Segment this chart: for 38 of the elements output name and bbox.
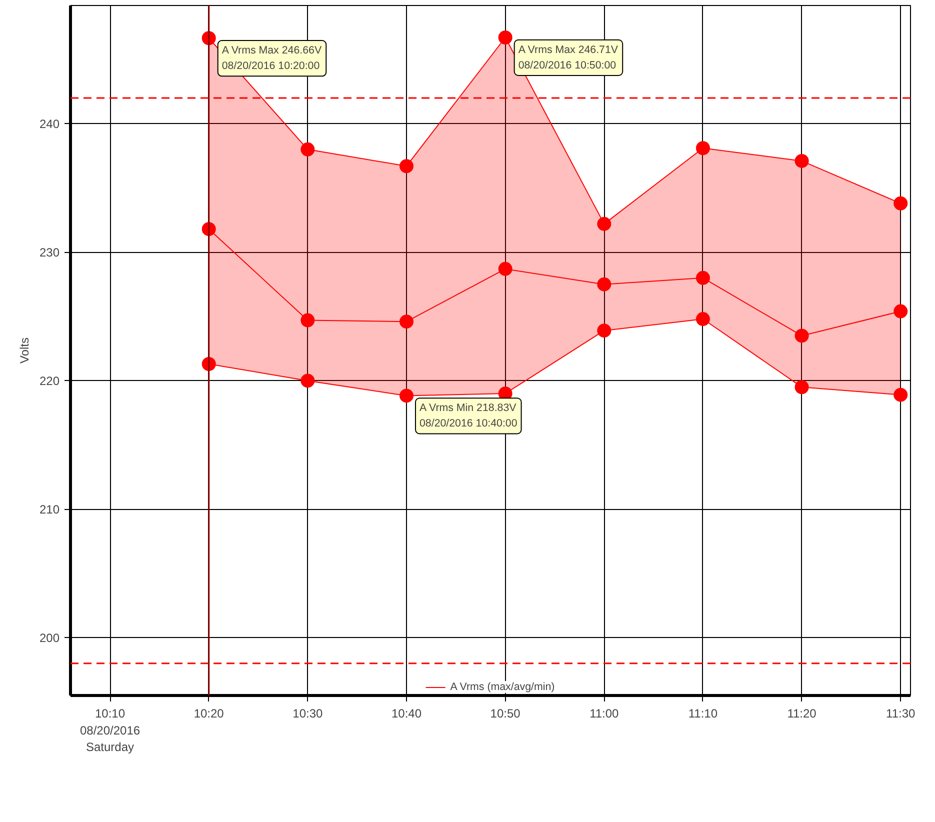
x-tick-label: 11:00 [590, 706, 620, 720]
point [696, 312, 710, 326]
x-tick-label: 11:20 [787, 706, 817, 720]
x-tick-label: 10:30 [292, 706, 324, 720]
y-axis-title: Volts [17, 337, 32, 364]
point [794, 380, 809, 394]
y-tick-label: 200 [39, 631, 60, 646]
point [300, 142, 315, 156]
annotation: A Vrms Max 246.71V 08/20/2016 10:50:00 [518, 44, 619, 72]
point [498, 30, 512, 44]
point [894, 388, 908, 402]
point [597, 277, 612, 292]
annotation: A Vrms Min 218.83V 08/20/2016 10:40:00 [420, 402, 518, 430]
annotation: A Vrms Max 246.66V 08/20/2016 10:20:00 [222, 44, 322, 72]
x-tick-label: 10:20 [194, 706, 224, 720]
y-tick-label: 230 [39, 246, 60, 260]
x-tick-label: 11:10 [688, 706, 718, 720]
point [794, 328, 809, 343]
x-tick-label: 11:30 [886, 706, 916, 720]
point [400, 159, 414, 174]
point [794, 154, 809, 168]
point [597, 324, 612, 338]
point [696, 141, 710, 156]
point [894, 196, 908, 210]
point [894, 304, 908, 318]
point [498, 262, 512, 276]
point [300, 313, 315, 328]
x-tick-label: 10:10 08/20/2016 Saturday [80, 706, 140, 754]
point [300, 374, 315, 388]
x-tick-label: 10:40 [391, 706, 422, 720]
y-tick-label: 240 [39, 117, 60, 132]
y-tick-label: 210 [39, 502, 60, 517]
legend-label: A Vrms (max/avg/min) [450, 681, 555, 693]
point [597, 216, 612, 231]
y-tick-label: 220 [39, 374, 60, 388]
x-tick-label: 10:50 [490, 706, 521, 720]
point [400, 314, 414, 329]
point [696, 270, 710, 285]
